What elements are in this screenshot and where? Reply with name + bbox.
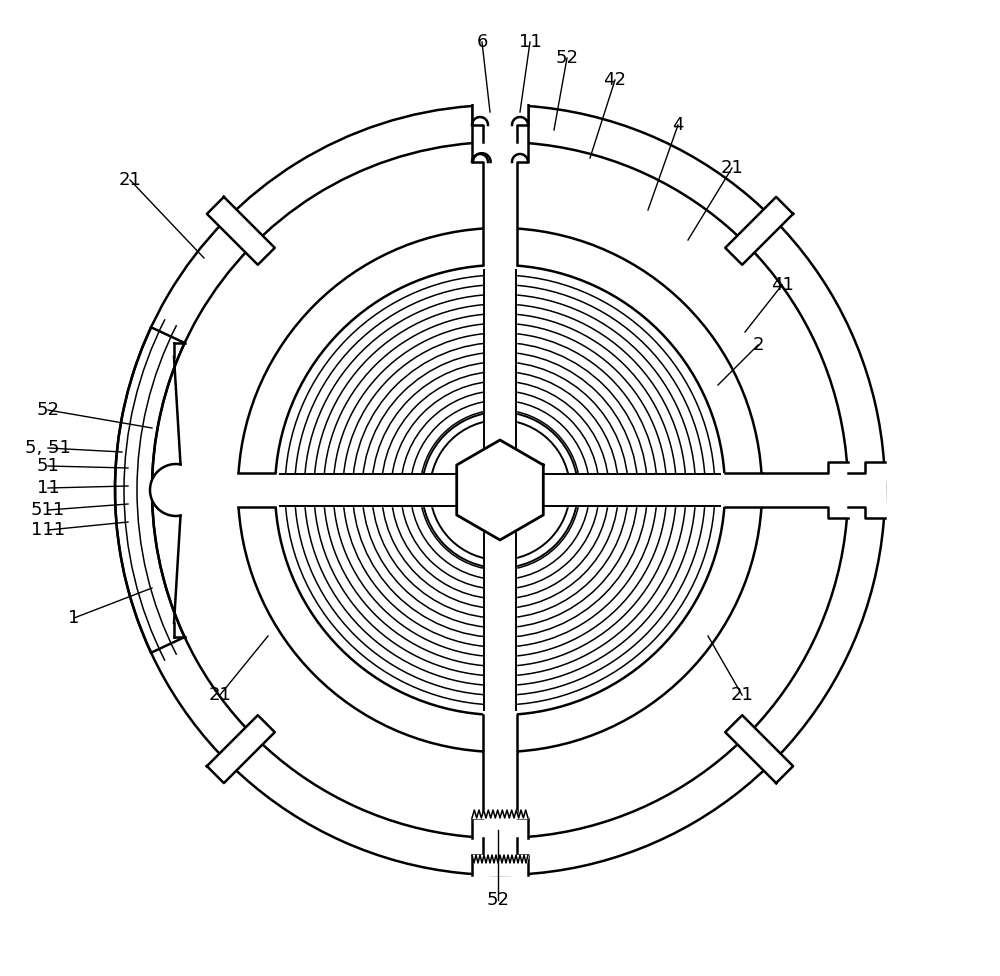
Text: 111: 111 [31, 521, 65, 539]
Polygon shape [472, 142, 528, 228]
Polygon shape [238, 473, 275, 507]
Text: 21: 21 [731, 686, 753, 704]
Polygon shape [483, 715, 517, 752]
Text: 42: 42 [604, 71, 626, 89]
Text: 511: 511 [31, 501, 65, 519]
Text: 52: 52 [486, 891, 510, 909]
Polygon shape [848, 462, 885, 518]
Text: 6: 6 [476, 33, 488, 51]
Polygon shape [725, 715, 793, 783]
Text: 21: 21 [119, 171, 141, 189]
Text: 52: 52 [36, 401, 60, 419]
Text: 52: 52 [556, 49, 578, 67]
Text: 2: 2 [752, 336, 764, 354]
Polygon shape [725, 473, 762, 507]
Polygon shape [725, 197, 793, 264]
Polygon shape [762, 462, 848, 518]
Polygon shape [472, 105, 528, 142]
Polygon shape [457, 440, 543, 540]
Polygon shape [207, 715, 275, 783]
Text: 21: 21 [721, 159, 743, 177]
Text: 21: 21 [209, 686, 231, 704]
Polygon shape [483, 228, 517, 265]
Polygon shape [150, 464, 181, 516]
Text: 41: 41 [771, 276, 793, 294]
Text: 51: 51 [37, 457, 59, 475]
Text: 11: 11 [519, 33, 541, 51]
Text: 4: 4 [672, 116, 684, 134]
Text: 5, 51: 5, 51 [25, 439, 71, 457]
Polygon shape [472, 752, 528, 838]
Text: 11: 11 [37, 479, 59, 497]
Polygon shape [472, 838, 528, 875]
Text: 1: 1 [68, 609, 80, 627]
Polygon shape [207, 197, 275, 264]
